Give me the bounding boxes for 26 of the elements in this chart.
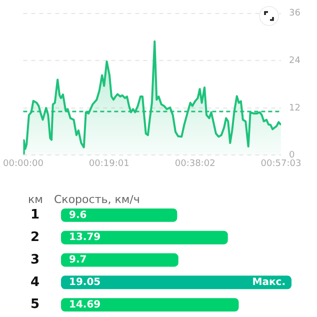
data-label: 14.69 bbox=[69, 299, 101, 310]
y-axis-title: км bbox=[28, 193, 43, 206]
bar bbox=[61, 276, 292, 290]
data-label: 19.05 bbox=[69, 276, 101, 288]
bar bbox=[61, 208, 178, 222]
y-tick-label: 2 bbox=[30, 230, 40, 245]
annotation: Макс. bbox=[252, 276, 286, 288]
y-tick-label: 36 bbox=[289, 8, 301, 19]
bar bbox=[61, 230, 228, 244]
y-tick-label: 0 bbox=[289, 150, 295, 161]
x-tick-label: 00:38:02 bbox=[174, 158, 216, 169]
x-tick-label: 00:19:01 bbox=[88, 158, 130, 169]
y-tick-label: 1 bbox=[30, 208, 40, 223]
x-tick-label: 00:57:03 bbox=[260, 158, 302, 169]
bar bbox=[61, 298, 239, 312]
bar bbox=[61, 253, 178, 267]
y-tick-label: 3 bbox=[30, 252, 40, 268]
y-tick-label: 24 bbox=[289, 56, 301, 66]
y-tick-label: 4 bbox=[30, 274, 40, 290]
x-axis-title: Скорость, км/ч bbox=[54, 193, 140, 206]
y-tick-label: 12 bbox=[289, 103, 300, 114]
data-label: 13.79 bbox=[69, 232, 101, 244]
data-label: 9.6 bbox=[69, 210, 87, 221]
data-label: 9.7 bbox=[69, 254, 87, 266]
x-tick-label: 00:00:00 bbox=[3, 158, 44, 169]
y-tick-label: 5 bbox=[30, 297, 40, 312]
